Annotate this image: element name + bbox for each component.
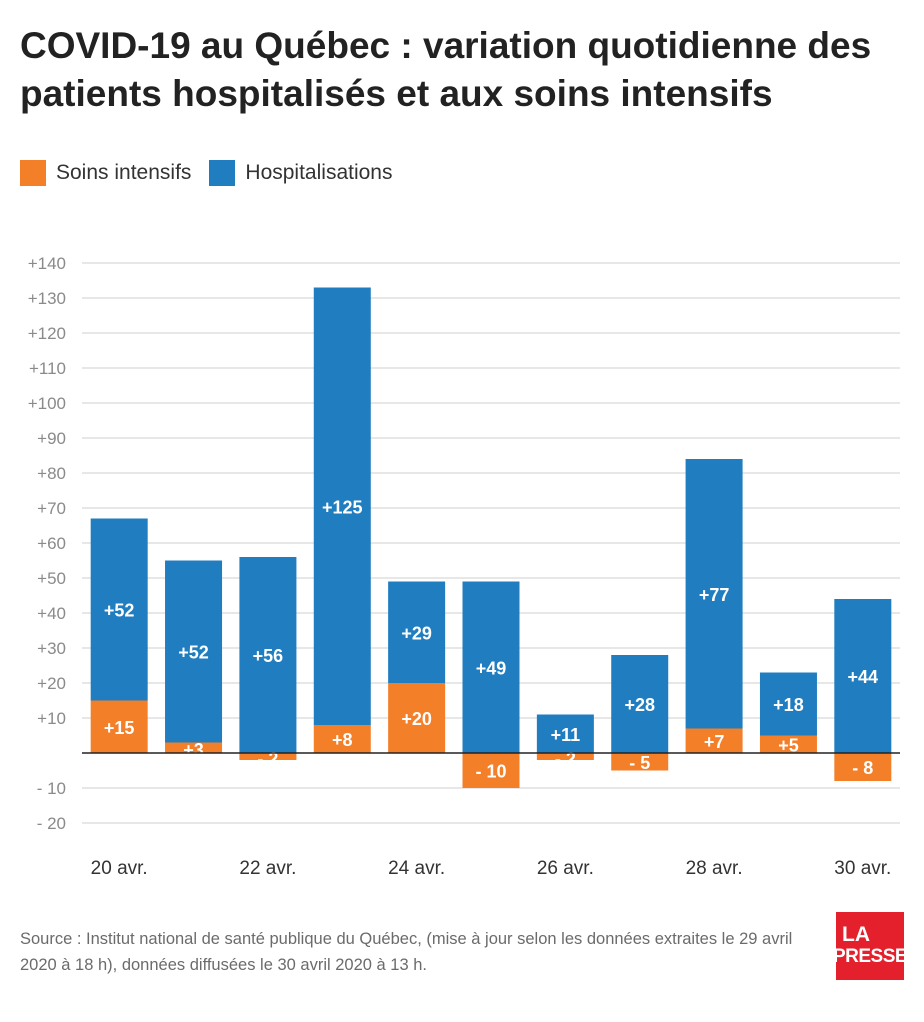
legend-item-icu: Soins intensifs: [20, 160, 191, 186]
y-tick-label: +100: [28, 394, 66, 413]
y-tick-label: - 20: [37, 814, 66, 833]
y-tick-label: +120: [28, 324, 66, 343]
y-tick-label: - 10: [37, 779, 66, 798]
y-tick-label: +10: [37, 709, 66, 728]
data-label-soins-intensifs: - 8: [852, 758, 873, 778]
y-tick-label: +130: [28, 289, 66, 308]
bar-hospitalisations: [239, 557, 297, 753]
bar-soins-intensifs: [90, 700, 148, 753]
bar-hospitalisations: [462, 581, 520, 753]
data-label-hospitalisations: +52: [178, 643, 209, 663]
x-tick-label: 30 avr.: [834, 858, 891, 879]
bar-soins-intensifs: [239, 753, 297, 760]
x-tick-label: 24 avr.: [388, 858, 445, 879]
x-tick-label: 26 avr.: [537, 858, 594, 879]
y-tick-label: +30: [37, 639, 66, 658]
y-tick-label: +70: [37, 499, 66, 518]
chart-title: COVID-19 au Québec : variation quotidien…: [20, 25, 872, 114]
data-label-hospitalisations: +125: [322, 497, 363, 517]
data-label-soins-intensifs: +5: [778, 735, 799, 755]
data-label-hospitalisations: +52: [104, 601, 135, 621]
source-note: Source : Institut national de santé publ…: [20, 930, 793, 974]
bar-soins-intensifs: [388, 683, 446, 753]
bar-hospitalisations: [759, 672, 817, 736]
legend-swatch-hosp: [209, 160, 236, 186]
bar-soins-intensifs: [611, 753, 669, 771]
data-label-hospitalisations: +28: [624, 695, 655, 715]
data-label-hospitalisations: +77: [699, 585, 730, 605]
bar-soins-intensifs: [759, 735, 817, 753]
y-tick-label: +20: [37, 674, 66, 693]
x-tick-label: 28 avr.: [686, 858, 743, 879]
x-tick-label: 22 avr.: [239, 858, 296, 879]
legend-swatch-icu: [20, 160, 46, 186]
data-label-soins-intensifs: - 5: [629, 753, 650, 773]
bar-soins-intensifs: [834, 753, 892, 781]
bar-hospitalisations: [611, 655, 669, 753]
bar-hospitalisations: [388, 581, 446, 683]
legend-label-icu: Soins intensifs: [56, 161, 192, 184]
legend: Soins intensifs Hospitalisations: [20, 160, 392, 186]
bar-hospitalisations: [90, 518, 148, 701]
data-label-hospitalisations: +29: [401, 623, 432, 643]
bar-hospitalisations: [685, 459, 743, 729]
bar-soins-intensifs: [313, 725, 371, 753]
logo-line-2: PRESSE: [832, 946, 908, 967]
data-label-soins-intensifs: - 2: [555, 749, 576, 769]
y-tick-label: +60: [37, 534, 66, 553]
data-label-soins-intensifs: +7: [704, 732, 725, 752]
y-tick-label: +50: [37, 569, 66, 588]
bar-chart: - 20 - 10 +10 +20 +30 +40 +50 +60 +70 +80 +90 +100 +…: [28, 254, 900, 879]
bar-hospitalisations: [165, 560, 223, 743]
bar-soins-intensifs: [462, 753, 520, 788]
data-label-hospitalisations: +56: [253, 646, 284, 666]
data-label-hospitalisations: +11: [551, 725, 581, 745]
bar-hospitalisations: [313, 287, 371, 725]
data-label-soins-intensifs: - 10: [475, 762, 506, 782]
y-tick-label: +80: [37, 464, 66, 483]
la-presse-logo: LA PRESSE: [832, 912, 908, 980]
legend-item-hosp: Hospitalisations: [209, 160, 392, 186]
y-tick-label: +40: [37, 604, 66, 623]
data-label-soins-intensifs: +15: [104, 718, 135, 738]
data-label-soins-intensifs: +8: [332, 730, 353, 750]
y-tick-label: +140: [28, 254, 66, 273]
data-label-hospitalisations: +18: [773, 695, 804, 715]
legend-label-hosp: Hospitalisations: [245, 161, 393, 184]
data-label-soins-intensifs: +3: [183, 740, 204, 760]
y-tick-label: +110: [29, 359, 66, 378]
data-label-hospitalisations: +49: [476, 658, 507, 678]
bar-hospitalisations: [536, 714, 594, 753]
y-tick-label: +90: [37, 429, 66, 448]
bar-soins-intensifs: [165, 742, 223, 753]
bar-soins-intensifs: [536, 753, 594, 760]
data-label-soins-intensifs: +20: [401, 709, 432, 729]
bar-hospitalisations: [834, 599, 892, 753]
bar-soins-intensifs: [685, 728, 743, 753]
data-label-soins-intensifs: - 2: [257, 749, 278, 769]
logo-line-1: LA: [842, 923, 870, 946]
data-label-hospitalisations: +44: [848, 667, 879, 687]
x-tick-label: 20 avr.: [91, 858, 148, 879]
